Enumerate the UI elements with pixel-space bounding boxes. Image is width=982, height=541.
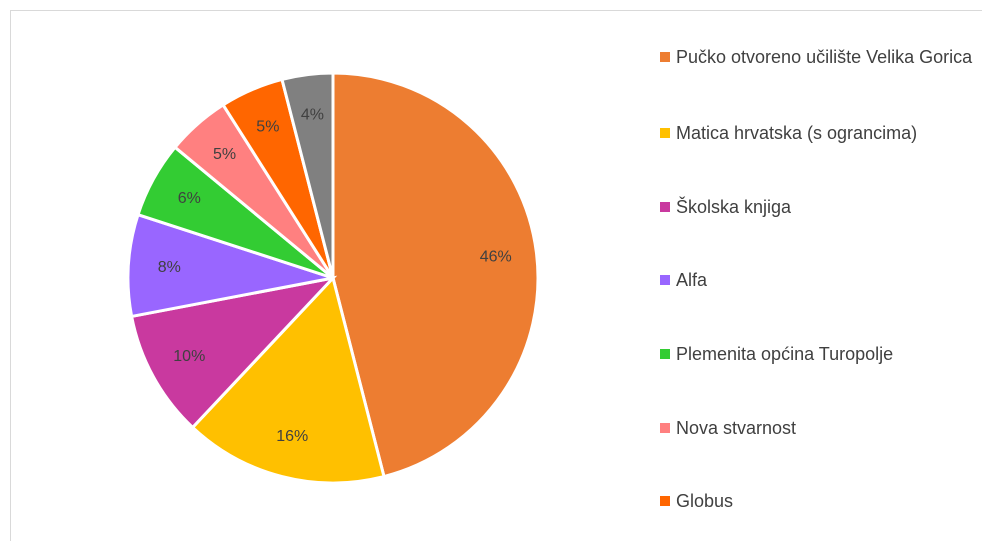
legend-entry: Matica hrvatska (s ograncima) xyxy=(660,119,975,147)
legend-label: Nova stvarnost xyxy=(676,418,797,438)
data-label: 5% xyxy=(256,119,279,136)
pie-slice xyxy=(129,275,338,430)
data-label: 4% xyxy=(301,107,324,124)
legend-label: Matica hrvatska (s ograncima) xyxy=(676,123,918,143)
legend-entry: Alfa xyxy=(660,266,975,294)
data-label: 6% xyxy=(178,190,201,207)
data-label: 46% xyxy=(480,249,512,266)
data-label: 5% xyxy=(213,146,236,163)
pie-slice xyxy=(126,212,334,319)
legend-label: Globus xyxy=(676,491,734,511)
legend-label: Pučko otvoreno učilište Velika Gorica xyxy=(676,47,973,67)
pie-slice xyxy=(190,274,386,485)
pie-slice xyxy=(331,71,540,479)
legend-label: Plemenita općina Turopolje xyxy=(676,344,894,364)
legend-entry: Globus xyxy=(660,487,975,515)
legend-swatch xyxy=(660,349,670,359)
legend-entry: Školska knjiga xyxy=(660,193,975,221)
legend-swatch xyxy=(660,423,670,433)
legend-swatch xyxy=(660,52,670,62)
legend-swatch xyxy=(660,202,670,212)
chart-frame xyxy=(10,10,982,541)
legend-entry: Nova stvarnost xyxy=(660,414,975,442)
legend-swatch xyxy=(660,496,670,506)
legend-entry: Plemenita općina Turopolje xyxy=(660,340,975,368)
legend-swatch xyxy=(660,275,670,285)
data-label: 16% xyxy=(276,428,308,445)
data-label: 8% xyxy=(158,259,181,276)
legend-entry: Pučko otvoreno učilište Velika Gorica xyxy=(660,43,975,71)
data-label: 10% xyxy=(173,348,205,365)
pie-slice xyxy=(280,71,335,279)
legend-swatch xyxy=(660,128,670,138)
legend-label: Školska knjiga xyxy=(676,197,792,217)
legend-label: Alfa xyxy=(676,270,708,290)
